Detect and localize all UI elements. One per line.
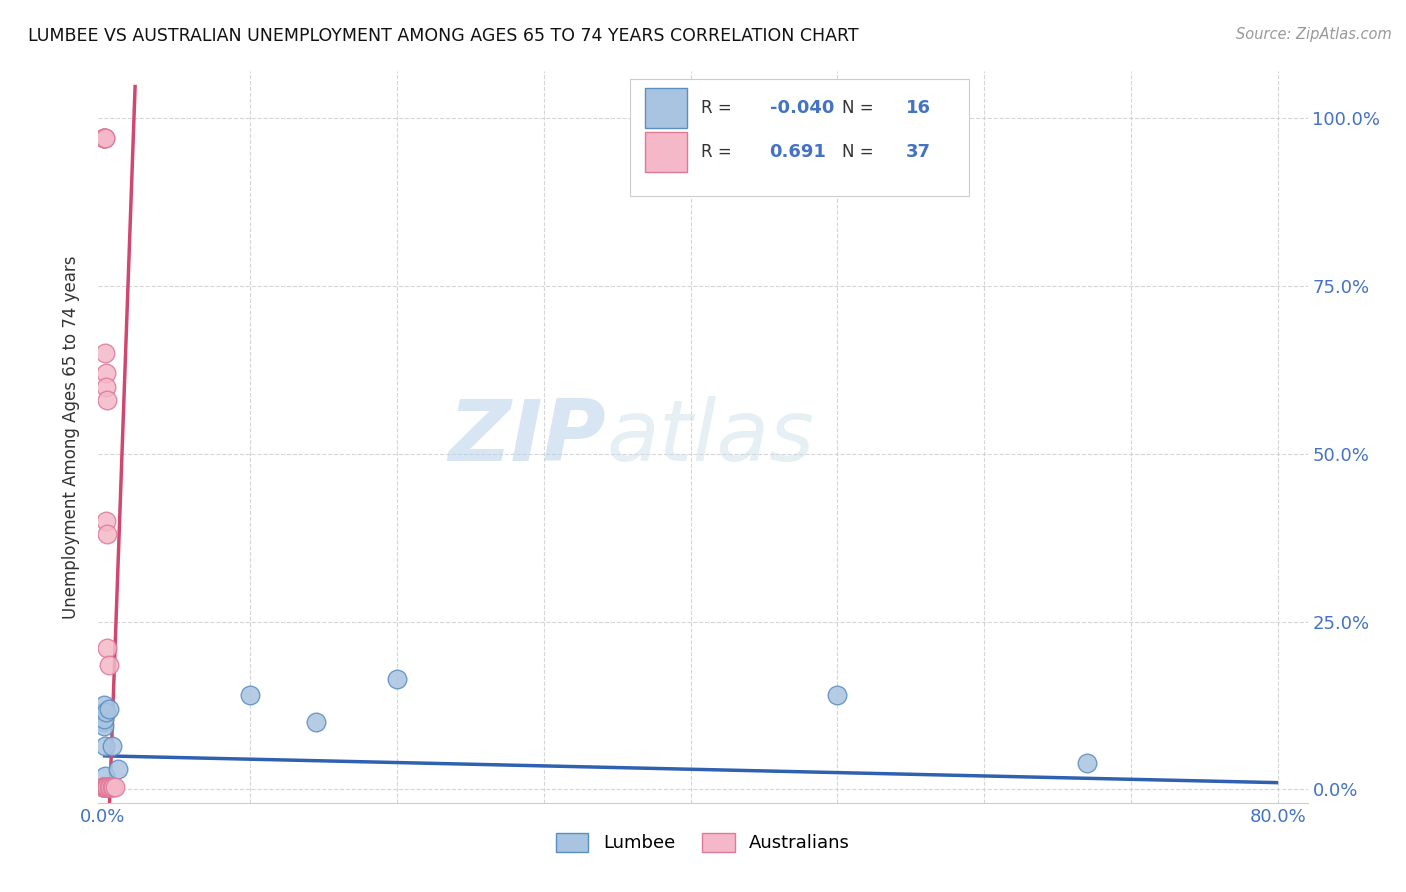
Point (93, 698, 115, 713)
Point (97, 780, 120, 795)
Bar (645, 87, 688, 128)
Point (93, 718, 115, 732)
Point (93, 739, 115, 753)
Point (94, 780, 117, 795)
Point (385, 672, 408, 686)
Text: 0.691: 0.691 (769, 143, 827, 161)
Point (94, 780, 117, 795)
Text: Source: ZipAtlas.com: Source: ZipAtlas.com (1236, 27, 1392, 42)
Point (93, 780, 115, 795)
Point (1076, 756, 1098, 770)
Point (93, 705, 115, 719)
Point (94, 131, 117, 145)
Point (96, 780, 118, 795)
Point (93, 780, 115, 795)
Point (94, 705, 117, 719)
Point (93, 712, 115, 726)
Point (91, 780, 114, 795)
Point (97, 658, 120, 673)
Point (94, 780, 117, 795)
Point (91, 780, 114, 795)
FancyBboxPatch shape (630, 78, 969, 195)
Text: ZIP: ZIP (449, 395, 606, 479)
Point (93, 780, 115, 795)
Point (93, 780, 115, 795)
Text: atlas: atlas (606, 395, 814, 479)
Point (93, 131, 115, 145)
Point (94, 346, 117, 360)
Bar (645, 132, 688, 172)
Point (94, 769, 117, 783)
Legend: Lumbee, Australians: Lumbee, Australians (548, 826, 858, 860)
Point (93, 131, 115, 145)
Text: R =: R = (700, 99, 737, 117)
Point (103, 780, 125, 795)
Point (827, 689, 849, 703)
Text: N =: N = (842, 143, 879, 161)
Point (100, 780, 122, 795)
Point (94, 780, 117, 795)
Point (98, 780, 121, 795)
Point (94, 780, 117, 795)
Y-axis label: Unemployment Among Ages 65 to 74 years: Unemployment Among Ages 65 to 74 years (62, 255, 80, 619)
Point (101, 780, 124, 795)
Point (96, 527, 118, 541)
Point (96, 393, 118, 408)
Point (94, 380, 117, 394)
Point (100, 739, 122, 753)
Point (91, 715, 114, 730)
Point (96, 641, 118, 656)
Text: R =: R = (700, 143, 737, 161)
Text: 37: 37 (905, 143, 931, 161)
Point (96, 780, 118, 795)
Text: N =: N = (842, 99, 879, 117)
Point (239, 689, 262, 703)
Text: -0.040: -0.040 (769, 99, 834, 117)
Point (93, 131, 115, 145)
Point (97, 702, 120, 716)
Point (94, 514, 117, 528)
Text: LUMBEE VS AUSTRALIAN UNEMPLOYMENT AMONG AGES 65 TO 74 YEARS CORRELATION CHART: LUMBEE VS AUSTRALIAN UNEMPLOYMENT AMONG … (28, 27, 859, 45)
Text: 16: 16 (905, 99, 931, 117)
Point (93, 780, 115, 795)
Point (93, 131, 115, 145)
Point (107, 762, 129, 776)
Point (96, 780, 118, 795)
Point (93, 780, 115, 795)
Point (93, 780, 115, 795)
Point (305, 715, 328, 730)
Point (94, 367, 117, 381)
Point (93, 780, 115, 795)
